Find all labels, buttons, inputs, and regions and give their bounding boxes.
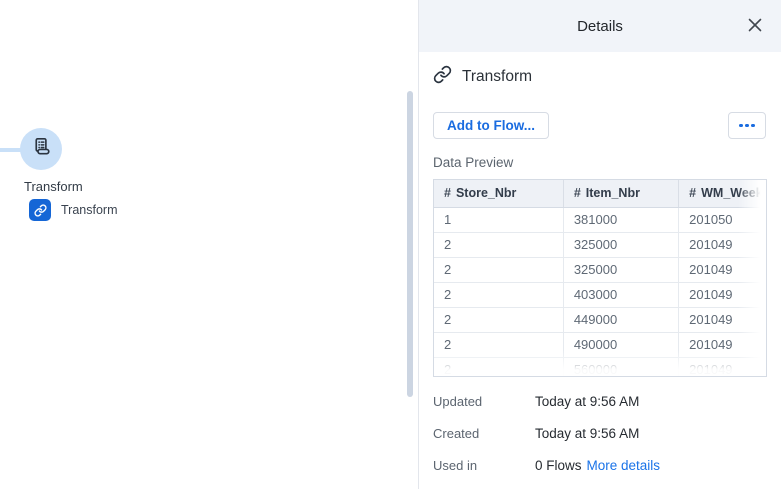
more-options-button[interactable] — [728, 112, 766, 139]
metadata-section: Updated Today at 9:56 AM Created Today a… — [433, 393, 766, 474]
close-button[interactable] — [744, 15, 766, 37]
more-details-link[interactable]: More details — [586, 458, 661, 473]
details-panel: Details Transform — [418, 0, 781, 489]
panel-title: Details — [577, 17, 623, 35]
table-row: 2 490000 201049 — [434, 332, 766, 358]
created-value: Today at 9:56 AM — [535, 426, 640, 441]
column-header-item-nbr: # Item_Nbr — [563, 180, 680, 208]
actions-row: Add to Flow... — [433, 112, 766, 139]
details-panel-body: Transform Add to Flow... Data Preview # S… — [419, 65, 781, 474]
column-header-wm-week: # WM_Week — [678, 180, 766, 208]
meta-row-used-in: Used in 0 Flows More details — [433, 457, 766, 474]
column-header-store-nbr: # Store_Nbr — [434, 180, 564, 208]
table-row: 2 325000 201049 — [434, 257, 766, 283]
table-row: 2 403000 201049 — [434, 282, 766, 308]
table-row: 2 325000 201049 — [434, 232, 766, 258]
transform-node[interactable] — [20, 128, 62, 170]
data-preview-table-container[interactable]: # Store_Nbr # Item_Nbr # WM_Week 1 381000 2… — [433, 179, 767, 377]
flow-edge-line — [0, 148, 30, 152]
table-header-row: # Store_Nbr # Item_Nbr # WM_Week — [434, 180, 766, 208]
table-row: 2 449000 201049 — [434, 307, 766, 333]
used-in-value: 0 Flows — [535, 458, 582, 473]
close-icon — [748, 18, 762, 35]
updated-label: Updated — [433, 394, 483, 409]
meta-row-created: Created Today at 9:56 AM — [433, 425, 766, 442]
ellipsis-icon — [739, 123, 755, 128]
created-label: Created — [433, 426, 480, 441]
add-to-flow-button[interactable]: Add to Flow... — [433, 112, 549, 139]
selected-node-title-row: Transform — [433, 65, 766, 89]
updated-value: Today at 9:56 AM — [535, 394, 640, 409]
link-icon-chip — [29, 199, 51, 221]
meta-row-updated: Updated Today at 9:56 AM — [433, 393, 766, 410]
numeric-type-icon: # — [444, 186, 451, 201]
numeric-type-icon: # — [573, 186, 581, 201]
table-row: 2 560000 201049 — [434, 357, 766, 376]
data-preview-table: # Store_Nbr # Item_Nbr # WM_Week 1 381000 2… — [434, 180, 766, 376]
used-in-label: Used in — [433, 458, 478, 473]
numeric-type-icon: # — [689, 186, 697, 201]
flow-canvas[interactable]: Transform Transform — [0, 0, 418, 489]
node-subitem-transform[interactable]: Transform — [29, 199, 118, 221]
node-subitem-label: Transform — [61, 203, 118, 217]
node-label: Transform — [24, 179, 83, 194]
details-panel-header: Details — [419, 0, 781, 52]
data-preview-label: Data Preview — [433, 155, 514, 170]
vertical-scrollbar[interactable] — [407, 91, 413, 397]
script-icon — [31, 136, 52, 162]
selected-node-title: Transform — [462, 68, 533, 85]
link-icon — [433, 65, 452, 89]
table-row: 1 381000 201050 — [434, 207, 766, 233]
